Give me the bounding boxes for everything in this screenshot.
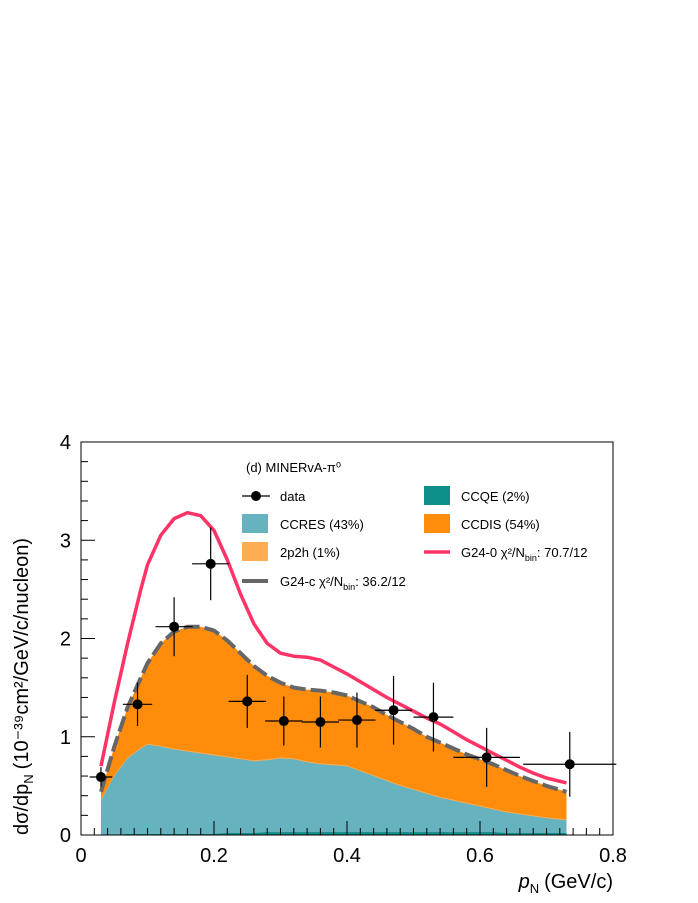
line-g24-c xyxy=(99,624,568,794)
stacked-areas xyxy=(100,626,567,835)
legend-g24-0-text: G24-0 χ²/N xyxy=(461,545,525,560)
x-axis-title: pN (GeV/c) xyxy=(518,871,613,896)
legend-g24-0-label: G24-0 χ²/Nbin: 70.7/12 xyxy=(461,545,588,563)
data-marker xyxy=(351,715,362,726)
data-point xyxy=(89,767,113,787)
data-point xyxy=(192,527,230,601)
data-marker xyxy=(315,717,326,728)
x-axis-subscript: N xyxy=(530,881,539,896)
legend-g24-0-value: : 70.7/12 xyxy=(537,545,588,560)
line-g24-0 xyxy=(99,510,567,785)
y-axis-subscript: N xyxy=(21,774,36,783)
legend-g24-c-value: : 36.2/12 xyxy=(355,574,406,589)
y-axis-text: dσ/dp xyxy=(11,784,33,835)
y-tick-label: 4 xyxy=(60,432,71,454)
data-marker xyxy=(169,621,180,632)
legend-g24-0-sub: bin xyxy=(525,553,537,563)
model-lines xyxy=(99,510,568,794)
legend-2p2h-label: 2p2h (1%) xyxy=(280,545,340,560)
data-point xyxy=(122,682,153,726)
y-tick-label: 2 xyxy=(60,629,71,651)
legend-ccqe-swatch xyxy=(424,486,450,505)
y-tick-label: 3 xyxy=(60,530,71,552)
x-tick-label: 0 xyxy=(75,845,86,867)
axis-ticks: 0 0.2 0.4 0.6 0.8 0 1 2 3 4 xyxy=(60,432,627,867)
x-axis-symbol: p xyxy=(518,871,530,893)
data-point xyxy=(155,597,193,657)
area-ccres xyxy=(100,744,567,835)
data-point xyxy=(338,692,376,748)
legend-g24-c-label: G24-c χ²/Nbin: 36.2/12 xyxy=(280,574,406,592)
legend-ccres-swatch xyxy=(242,514,268,533)
data-marker xyxy=(388,705,399,716)
data-marker xyxy=(205,558,216,569)
data-marker xyxy=(428,712,439,723)
legend: (d) MINERvA-π⁰ data CCQE (2%) CCRES (43%… xyxy=(242,460,588,592)
chart-title: (d) MINERvA-π⁰ xyxy=(246,460,341,475)
data-marker xyxy=(132,699,143,710)
data-marker xyxy=(95,772,106,783)
legend-data-marker xyxy=(251,491,261,501)
legend-ccdis-swatch xyxy=(424,514,450,533)
data-point xyxy=(301,696,340,748)
data-marker xyxy=(242,696,253,707)
data-points xyxy=(89,527,617,797)
legend-ccdis-label: CCDIS (54%) xyxy=(461,517,540,532)
x-axis-unit: (GeV/c) xyxy=(544,871,613,893)
legend-g24-c-text: G24-c χ²/N xyxy=(280,574,343,589)
data-point xyxy=(453,727,520,787)
data-marker xyxy=(481,752,492,763)
legend-g24-c-sub: bin xyxy=(343,582,355,592)
data-marker xyxy=(278,716,289,727)
x-tick-label: 0.8 xyxy=(599,845,627,867)
data-marker xyxy=(564,759,575,770)
data-point xyxy=(228,674,266,728)
y-tick-label: 1 xyxy=(60,727,71,749)
x-tick-label: 0.2 xyxy=(200,845,228,867)
x-tick-label: 0.4 xyxy=(333,845,361,867)
x-tick-label: 0.6 xyxy=(466,845,494,867)
legend-2p2h-swatch xyxy=(242,542,268,561)
y-tick-label: 0 xyxy=(60,825,71,847)
data-point xyxy=(523,731,617,797)
y-axis-title: dσ/dpN (10⁻³⁹cm²/GeV/c/nucleon) xyxy=(11,538,36,835)
legend-ccqe-label: CCQE (2%) xyxy=(461,489,530,504)
legend-ccres-label: CCRES (43%) xyxy=(280,517,364,532)
y-axis-unit: (10⁻³⁹cm²/GeV/c/nucleon) xyxy=(11,538,33,769)
data-point xyxy=(374,675,413,745)
data-point xyxy=(265,696,303,746)
legend-data-label: data xyxy=(280,489,306,504)
data-point xyxy=(413,682,454,752)
